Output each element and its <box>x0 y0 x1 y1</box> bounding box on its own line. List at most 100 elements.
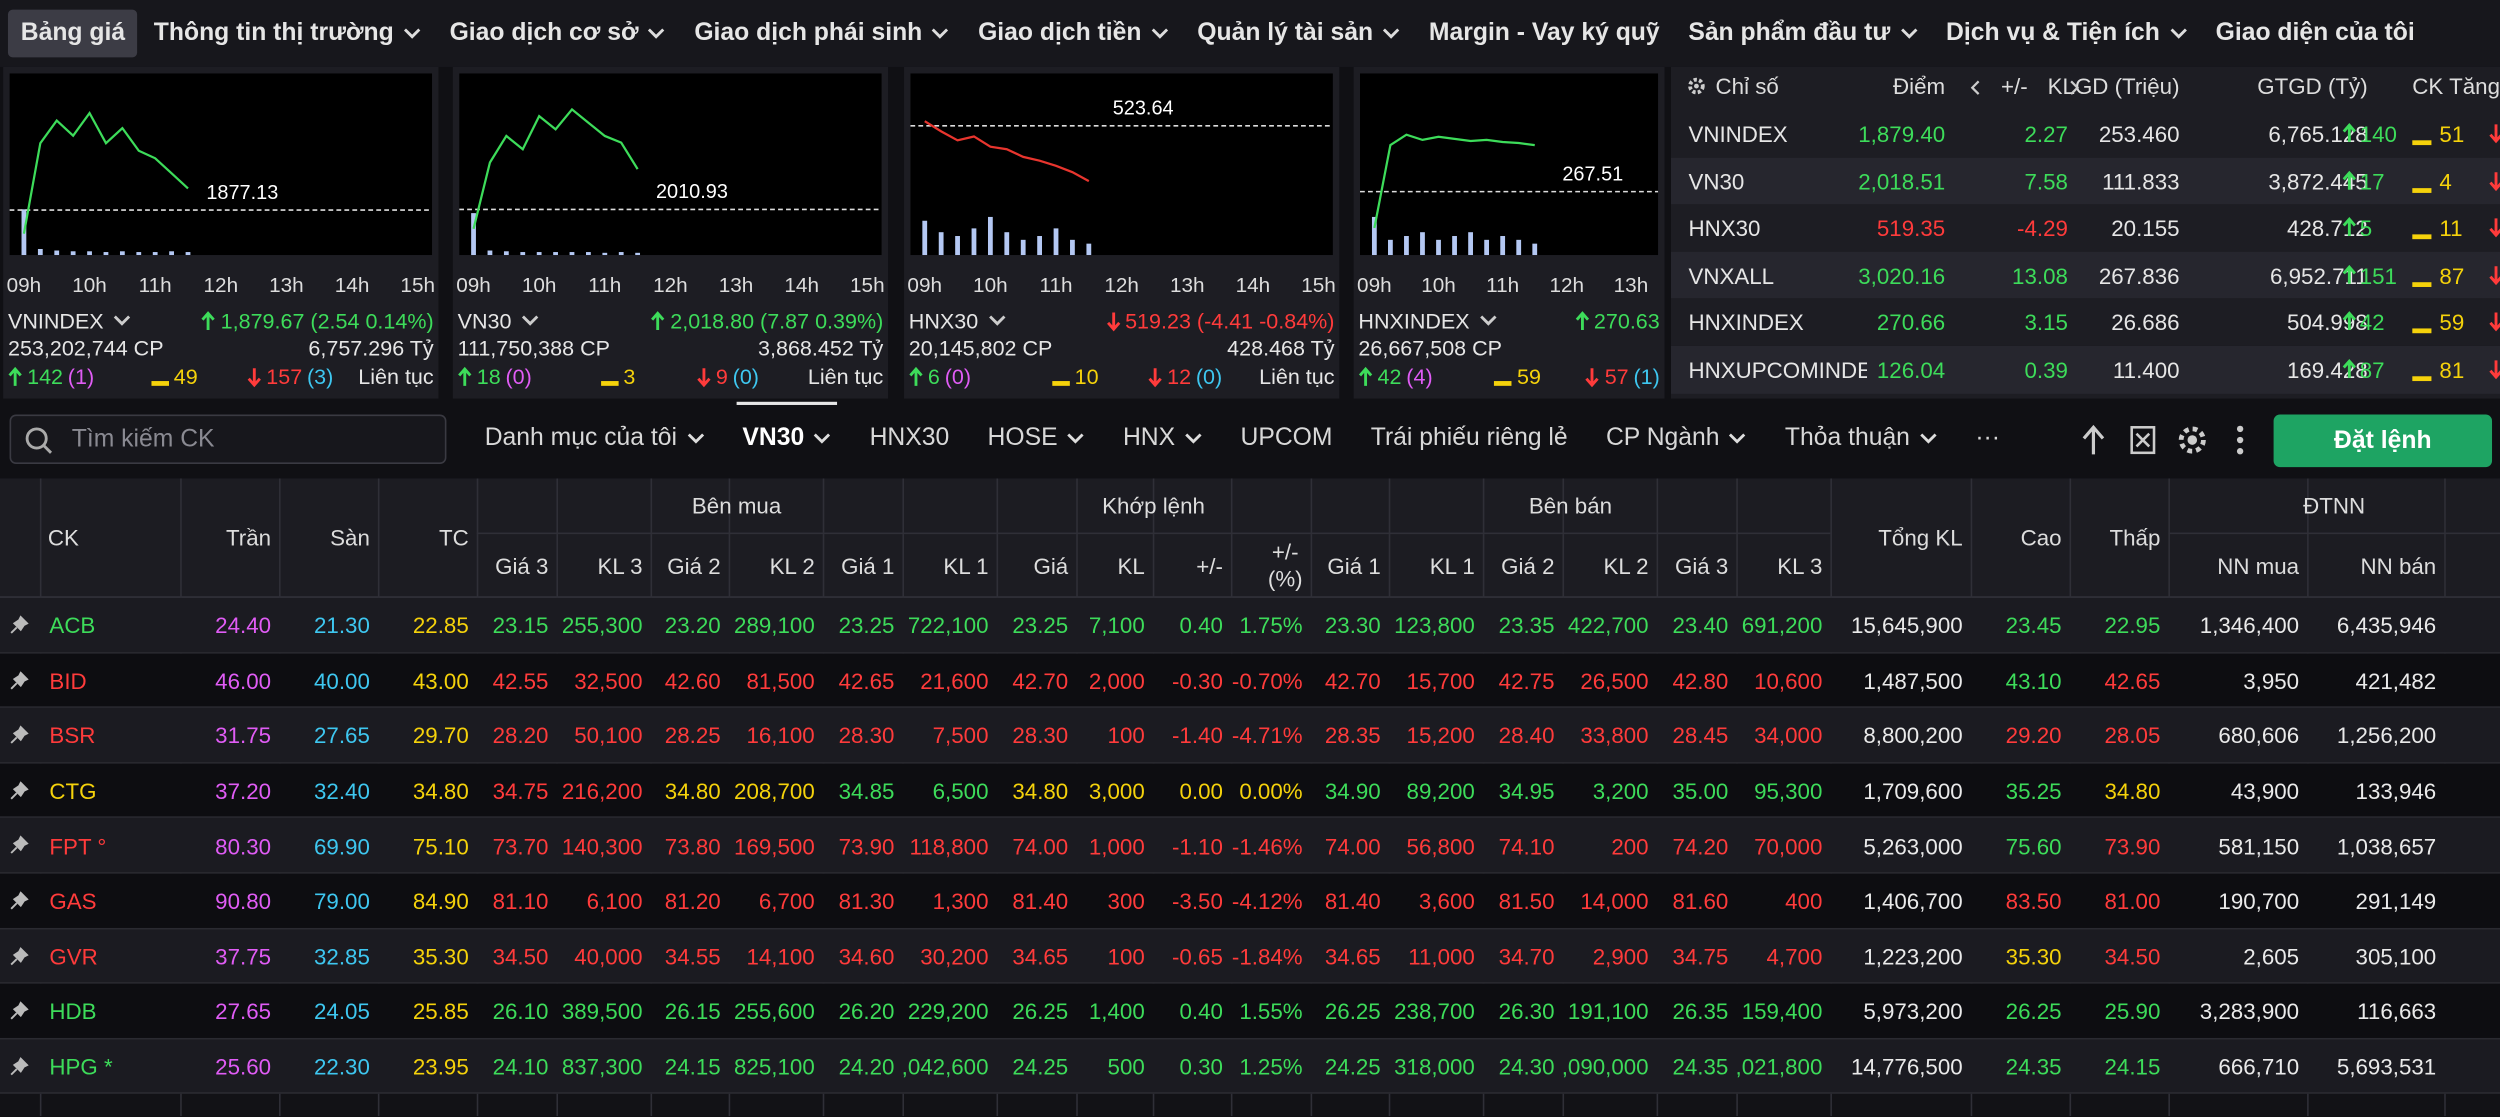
stock-row[interactable]: BID 46.00 40.00 43.00 42.55 32,500 42.60 81,500… <box>0 653 2500 709</box>
toolbar-icons[interactable] <box>2079 423 2248 458</box>
index-name: VN30 <box>457 308 512 333</box>
market-tab[interactable]: CP Ngành <box>1587 402 1766 475</box>
stock-row[interactable]: GVR 37.75 32.85 35.30 34.50 40,000 34.55 14,100… <box>0 928 2500 985</box>
index-value: 504.998 <box>2286 309 2368 336</box>
stock-cell: 32.40 <box>314 778 370 804</box>
stock-cell: 24.15 <box>2104 1054 2161 1080</box>
index-change: 3.15 <box>2024 309 2068 336</box>
unchanged-count: 11 <box>2439 215 2463 242</box>
chevron-icon <box>1479 315 1497 326</box>
down-arrow <box>1106 311 1120 331</box>
stock-cell: 73.90 <box>2104 833 2161 859</box>
index-row[interactable]: HNX30 519.35 -4.29 20.155 428.712 5 11 <box>1671 204 2500 251</box>
card-name[interactable]: VNINDEX <box>8 309 131 332</box>
nav-item[interactable]: Quản lý tài sản <box>1185 10 1413 58</box>
down-arrow <box>2489 171 2500 191</box>
nav-item[interactable]: Giao dịch phái sinh <box>682 10 963 58</box>
unchanged-number: 49 <box>173 364 198 389</box>
stock-cell: 81.50 <box>1498 888 1555 915</box>
market-tab[interactable]: UPCOM <box>1221 402 1351 475</box>
stock-cell: 289,100 <box>734 612 815 639</box>
market-tab[interactable]: Thỏa thuận <box>1766 402 1956 475</box>
index-card: 2010.93 09h 10h 11h 12h 13h 14h 15h VN30 2,018.80… <box>452 66 889 399</box>
stock-cell: 7,500 <box>932 723 989 749</box>
column-header: Cao <box>2020 524 2062 551</box>
volume-bar <box>938 232 944 256</box>
nav-item[interactable]: Bảng giá <box>7 9 138 58</box>
card-name[interactable]: VN30 <box>457 308 539 333</box>
stock-cell: 35.00 <box>1672 778 1729 804</box>
unchanged-count: 59 <box>1494 364 1586 388</box>
volume-bar <box>1037 236 1042 256</box>
stock-cell: -1.40 <box>1171 723 1223 749</box>
market-tab[interactable]: HOSE <box>968 402 1103 475</box>
stock-row[interactable]: ACB 24.40 21.30 22.85 23.15 255,300 23.20 289,1… <box>0 597 2500 654</box>
index-row[interactable]: VNINDEX 1,879.40 2.27 253.460 6,765.128 140 51 <box>1671 110 2500 157</box>
stock-row[interactable]: BSR 31.75 27.65 29.70 28.20 50,100 28.25 16,100… <box>0 708 2500 764</box>
stock-cell: 81.60 <box>1672 888 1729 915</box>
stock-cell: 24.10 <box>492 1054 549 1080</box>
nav-item[interactable]: Giao dịch tiền <box>965 10 1181 58</box>
stock-cell: 4,700 <box>1766 943 1823 970</box>
nav-item[interactable]: Margin - Vay ký quỹ <box>1416 10 1672 58</box>
stock-cell: -4.12% <box>1231 888 1303 915</box>
nav-item[interactable]: Thông tin thị trường <box>141 10 434 58</box>
time-label: 11h <box>138 272 172 297</box>
market-tab[interactable]: HNX <box>1104 402 1222 475</box>
market-tab[interactable]: VN30 <box>723 401 850 475</box>
stock-row[interactable]: CTG 37.20 32.40 34.80 34.75 216,200 34.80 208,7… <box>0 763 2500 819</box>
nav-item[interactable]: Giao diện của tôi <box>2203 10 2428 58</box>
stock-row[interactable]: FPT ° 80.30 69.90 75.10 73.70 140,300 73.80 169… <box>0 818 2500 874</box>
nav-label: Giao diện của tôi <box>2215 19 2415 47</box>
stock-cell: 69.90 <box>314 833 370 859</box>
unchanged-bar <box>2412 140 2432 146</box>
nav-item[interactable]: Dịch vụ & Tiện ích <box>1933 10 2199 58</box>
market-tab[interactable]: ··· <box>1956 402 2019 475</box>
stock-cell: 15,200 <box>1406 723 1475 749</box>
stock-row[interactable]: GAS 90.80 79.00 84.90 81.10 6,100 81.20 6,700 81… <box>0 873 2500 929</box>
market-tab[interactable]: Trái phiếu riêng lẻ <box>1352 402 1587 475</box>
stock-row[interactable]: HDB 27.65 24.05 25.85 26.10 389,500 26.15 255,6… <box>0 984 2500 1040</box>
column-header: KL 3 <box>1777 552 1823 578</box>
stock-cell: 74.20 <box>1672 833 1729 859</box>
stock-cell: 32.85 <box>314 943 370 970</box>
index-row[interactable]: HNXINDEX 270.66 3.15 26.686 504.998 42 59 <box>1671 299 2500 346</box>
stock-cell: 133,946 <box>2355 778 2437 804</box>
nav-label: Sản phẩm đầu tư <box>1688 19 1891 47</box>
card-name[interactable]: HNX30 <box>909 309 1006 332</box>
volume-bar <box>569 252 575 256</box>
market-tab[interactable]: HNX30 <box>850 402 968 475</box>
search-box[interactable]: Tìm kiếm CK <box>9 414 447 464</box>
card-count-row: 18 (0) 3 9 (0) Liên tục <box>458 362 884 391</box>
index-row[interactable]: VN30 2,018.51 7.58 111.833 3,872.445 17 4 <box>1670 157 2500 205</box>
nav-item[interactable]: Sản phẩm đầu tư <box>1676 10 1931 58</box>
unchanged-bar <box>2412 187 2432 193</box>
stock-cell: 118,800 <box>909 833 989 859</box>
tab-label: HNX <box>1122 424 1176 452</box>
column-header: Giá 2 <box>1501 552 1555 578</box>
nav-label: Giao dịch tiền <box>978 19 1142 47</box>
nav-item[interactable]: Giao dịch cơ sở <box>437 10 679 58</box>
stock-cell: 22.30 <box>314 1054 370 1080</box>
nav-label: Dịch vụ & Tiện ích <box>1946 19 2160 47</box>
stock-row[interactable]: HPG * 25.60 22.30 23.95 24.10 837,300 24.15 825… <box>0 1039 2500 1095</box>
stock-cell: -1.46% <box>1231 833 1303 859</box>
stock-cell: 34.80 <box>664 778 721 804</box>
card-name[interactable]: HNXINDEX <box>1358 309 1497 332</box>
card-count-row: 42 (4) 59 57 (1) <box>1358 362 1660 391</box>
stock-cell: 1.55% <box>1239 998 1303 1025</box>
order-button[interactable]: Đặt lệnh <box>2273 414 2493 468</box>
market-tab[interactable]: Danh mục của tôi <box>466 402 724 475</box>
nav-label: Quản lý tài sản <box>1197 19 1374 47</box>
stock-cell: 100 <box>1107 723 1145 749</box>
session: Liên tục <box>807 364 884 389</box>
stock-cell: 1,406,700 <box>1863 888 1963 915</box>
up-count: 140 <box>2359 121 2397 147</box>
index-row[interactable]: VNXALL 3,020.16 13.08 267.836 6,952.711 151 87 <box>1670 251 2500 299</box>
index-volume: 253.460 <box>2098 121 2180 147</box>
index-table-header: GTGD (Tỷ) <box>2257 73 2368 99</box>
index-card: 523.64 09h 10h 11h 12h 13h 14h 15h HNX30 519.23 (… <box>904 66 1340 399</box>
pin-icon <box>10 836 29 855</box>
time-label: 12h <box>653 272 688 297</box>
